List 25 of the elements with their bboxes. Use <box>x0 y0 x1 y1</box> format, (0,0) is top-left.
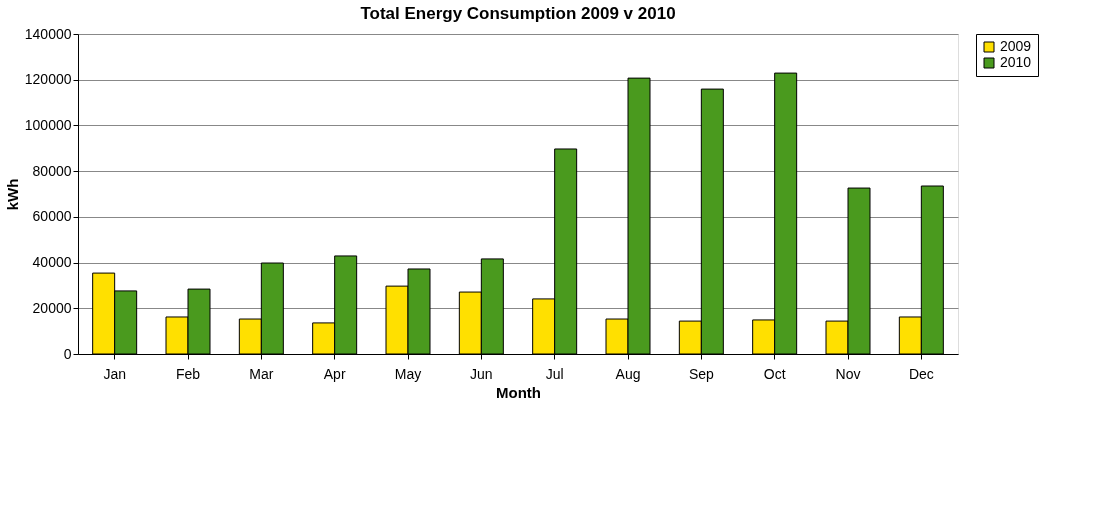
legend-label: 2009 <box>1000 38 1032 54</box>
legend-label: 2010 <box>1000 54 1032 70</box>
x-tick-label: Nov <box>835 365 861 382</box>
x-tick-label: Jun <box>470 365 493 382</box>
y-tick-label: 120000 <box>24 71 72 88</box>
y-tick-label: 140000 <box>24 25 72 42</box>
x-tick-label: Dec <box>908 365 934 382</box>
y-tick-label: 0 <box>63 345 72 362</box>
y-tick-label: 20000 <box>32 299 72 316</box>
x-tick-label: Apr <box>323 365 346 382</box>
x-tick-label: Jan <box>103 365 126 382</box>
x-tick-label: Aug <box>615 365 641 382</box>
x-tick-label: Oct <box>763 365 786 382</box>
x-tick-label: May <box>394 365 422 382</box>
x-tick-label: Jul <box>545 365 564 382</box>
x-tick-label: Feb <box>175 365 201 382</box>
y-axis-title: kWh <box>3 178 21 211</box>
x-tick-label: Sep <box>688 365 714 382</box>
chart-title: Total Energy Consumption 2009 v 2010 <box>360 4 676 23</box>
x-tick-label: Mar <box>249 365 274 382</box>
y-tick-label: 40000 <box>32 254 72 271</box>
y-tick-label: 80000 <box>32 162 72 179</box>
x-axis-title: Month <box>496 383 541 401</box>
y-tick-label: 60000 <box>32 208 72 225</box>
y-tick-label: 100000 <box>24 116 72 133</box>
